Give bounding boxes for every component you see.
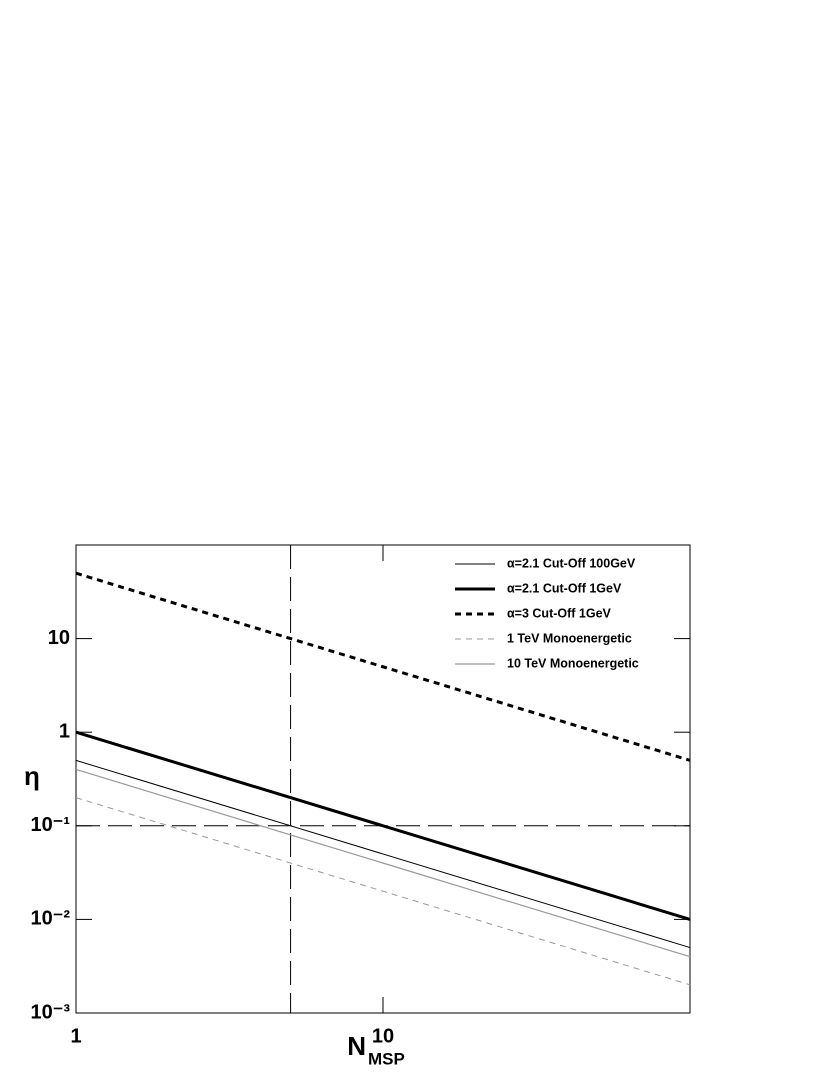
- series-line: [75, 571, 691, 762]
- series-line: [75, 759, 691, 949]
- x-axis-label: N: [347, 1031, 366, 1061]
- series-line: [75, 730, 691, 921]
- series-line: [75, 768, 691, 958]
- legend-label: 1 TeV Monoenergetic: [507, 631, 632, 645]
- y-tick-label: 10⁻³: [31, 1001, 71, 1023]
- legend-label: α=2.1 Cut-Off 1GeV: [507, 581, 622, 595]
- y-tick-label: 10: [48, 627, 70, 649]
- x-axis-label-sub: MSP: [368, 1049, 405, 1068]
- legend-label: α=2.1 Cut-Off 100GeV: [507, 556, 636, 570]
- x-tick-label: 10: [372, 1025, 394, 1047]
- legend-label: 10 TeV Monoenergetic: [507, 656, 639, 670]
- series-line: [75, 797, 691, 986]
- y-tick-label: 10⁻²: [31, 908, 71, 930]
- legend-label: α=3 Cut-Off 1GeV: [507, 606, 612, 620]
- y-axis-label: η: [24, 761, 40, 791]
- x-tick-label: 1: [70, 1025, 81, 1047]
- y-tick-label: 10⁻¹: [31, 814, 71, 836]
- y-tick-label: 1: [59, 720, 70, 742]
